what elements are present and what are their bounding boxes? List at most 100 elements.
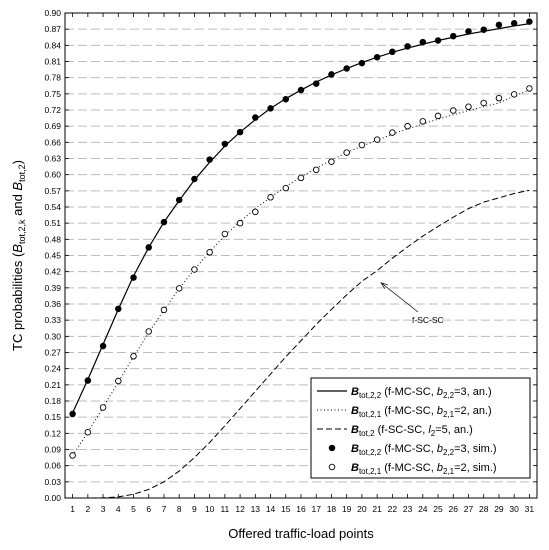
series-4-point [130, 274, 137, 281]
series-4-point [328, 71, 335, 78]
series-5-point [130, 353, 137, 360]
y-tick-label: 0.06 [44, 461, 61, 471]
x-tick-label: 13 [251, 504, 261, 514]
series-5-point [84, 429, 92, 436]
series-5-point [495, 94, 503, 102]
legend: Btot,2,2 (f-MC-SC, b2,2=3, an.) Btot,2,1 … [310, 377, 531, 479]
x-tick-label: 16 [296, 504, 306, 514]
y-tick-label: 0.57 [44, 186, 61, 196]
y-tick-label: 0.66 [44, 137, 61, 147]
legend-entry-1: Btot,2,2 (f-MC-SC, b2,2=3, an.) [351, 386, 492, 400]
y-tick-label: 0.45 [44, 251, 61, 261]
y-tick-label: 0.81 [44, 57, 61, 67]
series-5-point [115, 377, 122, 385]
x-tick-label: 31 [525, 504, 535, 514]
y-tick-label: 0.84 [44, 40, 61, 50]
x-tick-label: 23 [403, 504, 413, 514]
series-4-point [526, 18, 533, 25]
series-4-point [373, 53, 381, 61]
y-tick-label: 0.09 [44, 445, 61, 455]
x-tick-label: 29 [494, 504, 504, 514]
y-tick-label: 0.42 [44, 267, 61, 277]
y-tick-label: 0.72 [44, 105, 61, 115]
series-4-point [343, 65, 350, 72]
x-tick-label: 28 [479, 504, 489, 514]
series-4-point [404, 43, 411, 50]
series-4-point [389, 48, 396, 56]
annotation-f-sc-sc: f-SC-SC [380, 282, 444, 325]
series-5-point [419, 118, 427, 125]
y-tick-label: 0.90 [44, 8, 61, 18]
series-4-point [115, 305, 122, 313]
y-tick-label: 0.18 [44, 396, 61, 406]
series-layer [69, 18, 533, 499]
series-5-point [450, 107, 457, 114]
y-tick-label: 0.36 [44, 299, 61, 309]
x-tick-label: 27 [464, 504, 474, 514]
y-tick-label: 0.21 [44, 380, 61, 390]
series-5-point [328, 158, 335, 165]
series-3-line [72, 189, 530, 499]
series-5-point [465, 103, 472, 111]
series-5-point [526, 85, 533, 92]
series-5-point [160, 306, 168, 314]
series-5-point [175, 285, 183, 292]
series-4-point [419, 38, 427, 46]
legend-entry-5: Btot,2,1 (f-MC-SC, b2,1=2, sim.) [351, 462, 497, 476]
x-tick-label: 26 [449, 504, 459, 514]
series-5-point [404, 122, 411, 130]
x-tick-label: 22 [388, 504, 398, 514]
y-tick-label: 0.87 [44, 24, 61, 34]
series-4-point [252, 114, 259, 121]
legend-entry-3: Btot,2 (f-SC-SC, l2=5, an.) [351, 424, 473, 438]
series-5-point [99, 404, 107, 411]
series-5-point [343, 149, 350, 156]
x-tick-label: 3 [101, 504, 106, 514]
y-tick-label: 0.54 [44, 202, 61, 212]
series-4-point [267, 105, 274, 112]
series-4-point [358, 59, 366, 67]
series-5-point [312, 166, 320, 174]
x-tick-label: 10 [205, 504, 215, 514]
y-tick-label: 0.15 [44, 412, 61, 422]
series-4-point [145, 244, 152, 251]
series-5-point [282, 184, 290, 192]
series-4-point [282, 95, 290, 103]
series-5-point [373, 136, 381, 143]
series-5-point [206, 249, 213, 256]
x-tick-label: 25 [433, 504, 443, 514]
y-tick-label: 0.75 [44, 89, 61, 99]
series-5-point [434, 112, 442, 120]
series-5-point [252, 208, 259, 216]
x-tick-label: 9 [192, 504, 197, 514]
series-5-point [480, 99, 487, 107]
series-5-point [69, 452, 76, 459]
series-4-point [99, 342, 107, 350]
x-tick-label: 20 [357, 504, 367, 514]
series-4-point [480, 26, 487, 33]
legend-entry-4: Btot,2,2 (f-MC-SC, b2,2=3, sim.) [351, 443, 497, 457]
legend-box [310, 377, 531, 479]
x-tick-label: 11 [220, 504, 229, 514]
y-tick-label: 0.78 [44, 73, 61, 83]
y-tick-label: 0.33 [44, 315, 61, 325]
x-tick-label: 18 [327, 504, 337, 514]
legend-entry-2: Btot,2,1 (f-MC-SC, b2,1=2, an.) [351, 405, 492, 419]
series-4-point [160, 218, 168, 226]
series-5-point [145, 328, 152, 335]
series-4-point [510, 19, 518, 27]
series-4-point [465, 28, 472, 35]
x-tick-label: 19 [342, 504, 352, 514]
grid-lines [65, 28, 537, 483]
y-tick-label: 0.60 [44, 170, 61, 180]
legend-swatch [328, 463, 336, 471]
x-tick-label: 7 [162, 504, 167, 514]
series-4-point [84, 377, 92, 384]
series-1-line [72, 23, 530, 414]
series-4-point [450, 32, 457, 40]
annotation-label: f-SC-SC [412, 315, 444, 325]
x-tick-label: 2 [85, 504, 90, 514]
series-4-point [312, 80, 320, 87]
series-5-point [358, 141, 366, 149]
x-tick-label: 24 [418, 504, 428, 514]
